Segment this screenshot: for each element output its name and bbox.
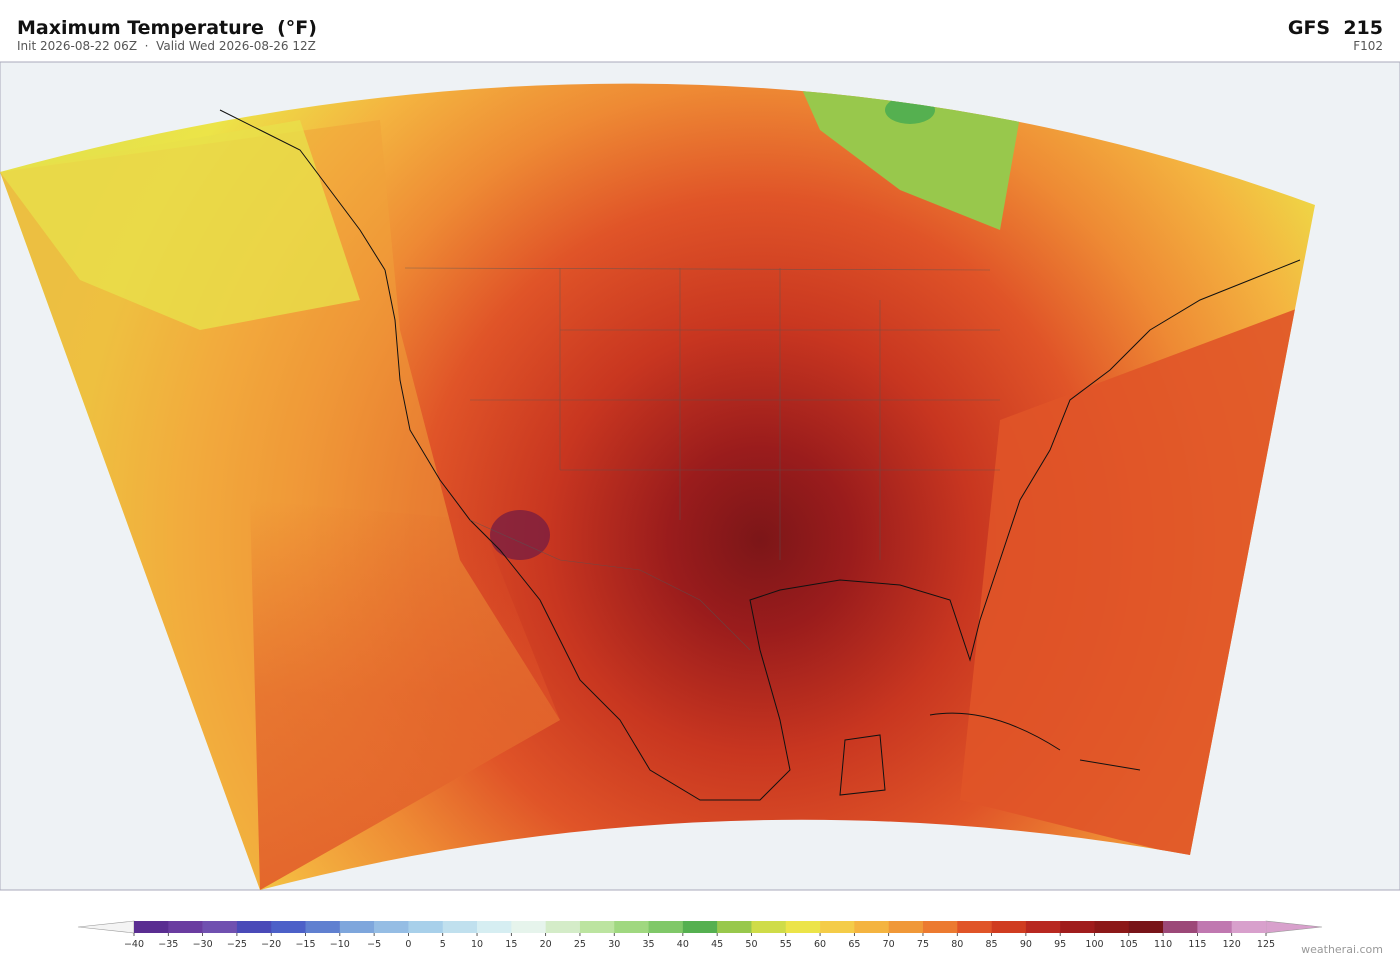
colorbar-tick-label: −20: [261, 939, 281, 950]
colorbar-bin: [957, 921, 992, 933]
colorbar-tick-label: −40: [124, 939, 144, 950]
colorbar-tick-label: 35: [642, 939, 654, 950]
colorbar-bin: [374, 921, 409, 933]
forecast-hour: F102: [1353, 39, 1383, 53]
colorbar-tick-label: 40: [677, 939, 689, 950]
colorbar-tick-label: 95: [1054, 939, 1066, 950]
colorbar-tick-label: 70: [883, 939, 895, 950]
colorbar-tick-label: 85: [986, 939, 998, 950]
colorbar-tick-label: 110: [1154, 939, 1172, 950]
colorbar-bin: [1197, 921, 1232, 933]
colorbar-bin: [1163, 921, 1198, 933]
coastlines: [219, 109, 1301, 801]
colorbar-bin: [305, 921, 341, 933]
colorbar-bin: [545, 921, 581, 933]
colorbar-bin: [854, 921, 889, 933]
watermark: weatherai.com: [1301, 943, 1383, 956]
colorbar-tick-label: 45: [711, 939, 723, 950]
colorbar-tick-label: 90: [1020, 939, 1032, 950]
colorbar-tick-label: 120: [1223, 939, 1241, 950]
colorbar-tick-label: 20: [540, 939, 552, 950]
colorbar-bin: [511, 921, 546, 933]
colorbar-bin: [202, 921, 238, 933]
title: Maximum Temperature (°F): [17, 17, 317, 39]
colorbar-tick-label: 5: [440, 939, 446, 950]
colorbar-tick-label: 15: [505, 939, 517, 950]
colorbar-bin: [339, 921, 375, 933]
colorbar-tick-label: 100: [1085, 939, 1103, 950]
colorbar-tick-label: 10: [471, 939, 483, 950]
colorbar-tick-label: 80: [951, 939, 963, 950]
colorbar-tick-label: 55: [780, 939, 792, 950]
colorbar-bin: [477, 921, 512, 933]
colorbar-bin: [1025, 921, 1061, 933]
colorbar-bin: [922, 921, 958, 933]
colorbar-tick-label: 125: [1257, 939, 1275, 950]
colorbar-bin: [1128, 921, 1164, 933]
colorbar-tick-label: 65: [848, 939, 860, 950]
colorbar-bin: [991, 921, 1027, 933]
borders: [404, 267, 1000, 651]
colorbar-tick-label: 75: [917, 939, 929, 950]
colorbar-bin: [785, 921, 821, 933]
colorbar-bin: [682, 921, 718, 933]
colorbar-bin: [648, 921, 684, 933]
map: [0, 61, 1400, 891]
colorbar-bin: [614, 921, 649, 933]
colorbar-bin: [1231, 921, 1267, 933]
subtitle: Init 2026-08-22 06Z · Valid Wed 2026-08-…: [17, 39, 316, 53]
colorbar-tick-label: 50: [745, 939, 757, 950]
colorbar-bin: [1060, 921, 1095, 933]
colorbar-tick-label: 60: [814, 939, 826, 950]
colorbar-tick-label: −30: [193, 939, 213, 950]
colorbar-bin: [168, 921, 203, 933]
colorbar-tick-label: 115: [1188, 939, 1206, 950]
colorbar-tick-label: 30: [608, 939, 620, 950]
colorbar-bin: [236, 921, 272, 933]
colorbar-bin: [442, 921, 478, 933]
colorbar-bin: [717, 921, 752, 933]
colorbar-bin: [888, 921, 924, 933]
colorbar-tick-label: −10: [330, 939, 350, 950]
colorbar-extend-low: [77, 920, 135, 934]
colorbar-bin: [408, 921, 444, 933]
colorbar-tick-label: −25: [227, 939, 247, 950]
colorbar-extend-high: [1265, 920, 1323, 934]
colorbar-tick-label: −35: [158, 939, 178, 950]
colorbar-tick-label: −15: [295, 939, 315, 950]
colorbar-tick-label: −5: [367, 939, 381, 950]
model-label: GFS 215: [1288, 17, 1383, 39]
colorbar-bin: [1094, 921, 1130, 933]
colorbar-tick-label: 105: [1120, 939, 1138, 950]
colorbar-tick-label: 0: [405, 939, 411, 950]
colorbar-bin: [579, 921, 615, 933]
colorbar-tick-label: 25: [574, 939, 586, 950]
colorbar-bin: [134, 921, 169, 933]
colorbar-bin: [751, 921, 787, 933]
colorbar: −40 −35 −30 −25 −20 −15 −10 −5 0 5 10 15 20 25 30 35 40 4…: [77, 920, 1323, 950]
colorbar-bin: [271, 921, 306, 933]
colorbar-bin: [820, 921, 855, 933]
